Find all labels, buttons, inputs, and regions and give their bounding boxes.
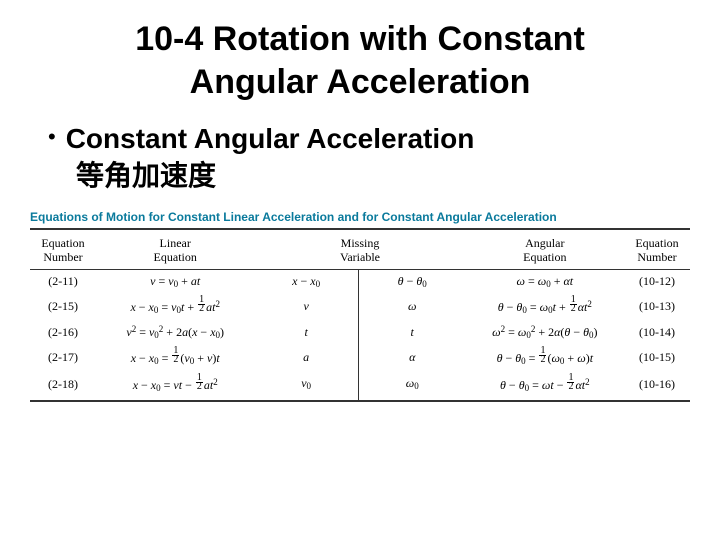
cell-linear-eq: v2 = v02 + 2a(x − x0): [96, 320, 254, 345]
table-row: (2-11)v = v0 + atx − x0θ − θ0ω = ω0 + αt…: [30, 269, 690, 293]
cell-missing-angular: θ − θ0: [358, 269, 465, 293]
bullet-item: • Constant Angular Acceleration: [48, 121, 690, 157]
title-line-1: 10-4 Rotation with Constant: [135, 20, 585, 58]
table-header: EquationNumber LinearEquation MissingVar…: [30, 229, 690, 269]
table-row: (2-17)x − x0 = 12(v0 + v)taαθ − θ0 = 12(…: [30, 344, 690, 371]
table-body: (2-11)v = v0 + atx − x0θ − θ0ω = ω0 + αt…: [30, 269, 690, 400]
cell-eqnum-angular: (10-12): [624, 269, 690, 293]
cell-angular-eq: θ − θ0 = ωt − 12αt2: [466, 371, 624, 401]
cell-eqnum-linear: (2-17): [30, 344, 96, 371]
cell-eqnum-linear: (2-15): [30, 293, 96, 320]
equations-table: EquationNumber LinearEquation MissingVar…: [30, 228, 690, 402]
cell-eqnum-angular: (10-16): [624, 371, 690, 401]
cell-linear-eq: v = v0 + at: [96, 269, 254, 293]
bullet-text: Constant Angular Acceleration: [66, 121, 475, 157]
cell-missing-linear: a: [254, 344, 358, 371]
slide: 10-4 Rotation with Constant Angular Acce…: [0, 0, 720, 540]
cell-eqnum-linear: (2-16): [30, 320, 96, 345]
cell-missing-angular: ω: [358, 293, 465, 320]
cell-linear-eq: x − x0 = v0t + 12at2: [96, 293, 254, 320]
cell-missing-angular: α: [358, 344, 465, 371]
cell-linear-eq: x − x0 = vt − 12at2: [96, 371, 254, 401]
slide-title: 10-4 Rotation with Constant Angular Acce…: [30, 18, 690, 103]
table-row: (2-16)v2 = v02 + 2a(x − x0)ttω2 = ω02 + …: [30, 320, 690, 345]
cell-missing-angular: ω0: [358, 371, 465, 401]
cell-eqnum-angular: (10-15): [624, 344, 690, 371]
bullet-list: • Constant Angular Acceleration 等角加速度: [30, 121, 690, 196]
cell-missing-linear: t: [254, 320, 358, 345]
cell-eqnum-linear: (2-11): [30, 269, 96, 293]
cell-angular-eq: θ − θ0 = ω0t + 12αt2: [466, 293, 624, 320]
col-header-eqnum-linear: EquationNumber: [30, 229, 96, 269]
cell-missing-angular: t: [358, 320, 465, 345]
table-caption: Equations of Motion for Constant Linear …: [30, 210, 690, 224]
cell-eqnum-linear: (2-18): [30, 371, 96, 401]
cell-missing-linear: v0: [254, 371, 358, 401]
title-line-2: Angular Acceleration: [190, 63, 531, 101]
cell-eqnum-angular: (10-13): [624, 293, 690, 320]
equations-table-wrap: Equations of Motion for Constant Linear …: [30, 210, 690, 402]
cell-eqnum-angular: (10-14): [624, 320, 690, 345]
cell-linear-eq: x − x0 = 12(v0 + v)t: [96, 344, 254, 371]
cell-missing-linear: v: [254, 293, 358, 320]
table-row: (2-15)x − x0 = v0t + 12at2vωθ − θ0 = ω0t…: [30, 293, 690, 320]
col-header-eqnum-angular: EquationNumber: [624, 229, 690, 269]
bullet-dot-icon: •: [48, 121, 56, 152]
cell-angular-eq: ω = ω0 + αt: [466, 269, 624, 293]
col-header-missing: MissingVariable: [254, 229, 465, 269]
col-header-linear: LinearEquation: [96, 229, 254, 269]
col-header-angular: AngularEquation: [466, 229, 624, 269]
bullet-subtext-chinese: 等角加速度: [48, 159, 690, 195]
cell-angular-eq: ω2 = ω02 + 2α(θ − θ0): [466, 320, 624, 345]
cell-missing-linear: x − x0: [254, 269, 358, 293]
cell-angular-eq: θ − θ0 = 12(ω0 + ω)t: [466, 344, 624, 371]
table-row: (2-18)x − x0 = vt − 12at2v0ω0θ − θ0 = ωt…: [30, 371, 690, 401]
